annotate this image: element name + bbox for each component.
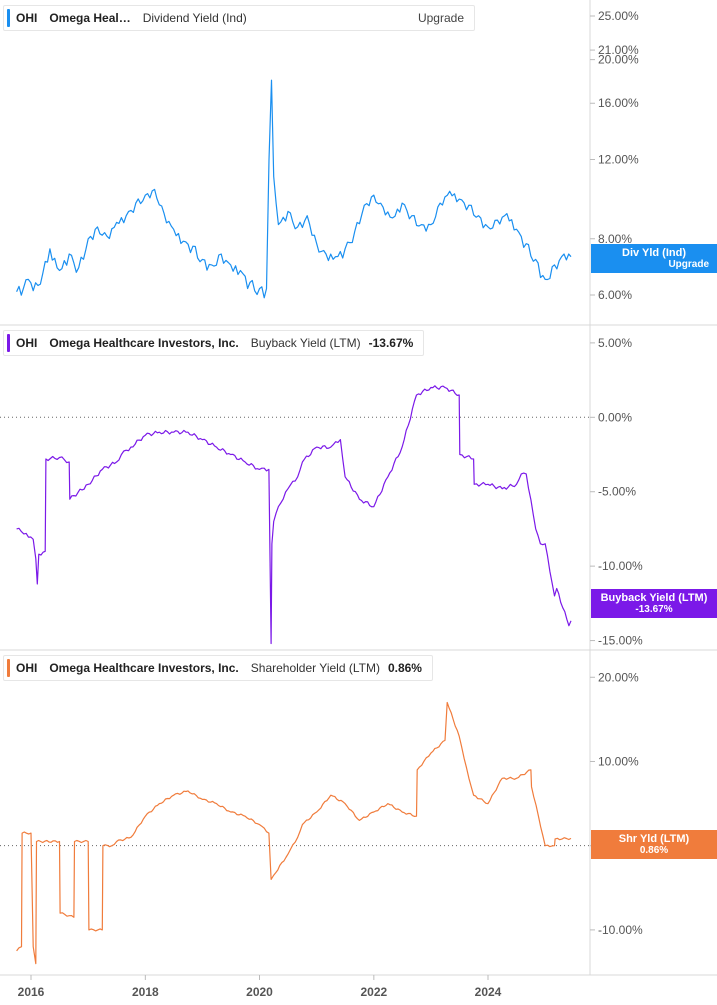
y-tick-label: -15.00% <box>598 634 643 648</box>
legend-metric: Buyback Yield (LTM) <box>250 336 361 350</box>
series-line-shareholder <box>16 701 572 965</box>
legend-metric: Dividend Yield (Ind) <box>142 11 247 25</box>
y-tick-label: 8.00% <box>598 232 632 246</box>
legend-swatch <box>7 334 10 352</box>
y-tick-label: 0.00% <box>598 410 632 424</box>
legend-value: -13.67% <box>368 336 414 350</box>
y-tick-label: -10.00% <box>598 923 643 937</box>
y-tick-label: 12.00% <box>598 152 639 166</box>
legend-ticker: OHI <box>16 661 38 675</box>
y-tick-label: 21.00% <box>598 43 639 57</box>
y-tick-label: -10.00% <box>598 559 643 573</box>
flag-value: 0.86% <box>639 845 669 856</box>
upgrade-link[interactable]: Upgrade <box>417 11 464 25</box>
legend-buyback-yield[interactable]: OHI Omega Healthcare Investors, Inc. Buy… <box>3 330 425 356</box>
x-tick-label: 2016 <box>18 985 45 999</box>
x-tick-label: 2020 <box>246 985 273 999</box>
flag-dividend-yield: Div Yld (Ind) Upgrade <box>591 244 717 273</box>
flag-label: Div Yld (Ind) <box>622 247 686 259</box>
y-tick-label: 20.00% <box>598 670 639 684</box>
y-tick-label: 6.00% <box>598 288 632 302</box>
y-tick-label: -5.00% <box>598 485 636 499</box>
legend-value: 0.86% <box>387 661 422 675</box>
legend-shareholder-yield[interactable]: OHI Omega Healthcare Investors, Inc. Sha… <box>3 655 433 681</box>
y-tick-label: 16.00% <box>598 96 639 110</box>
flag-label: Buyback Yield (LTM) <box>600 592 708 604</box>
flag-buyback-yield: Buyback Yield (LTM) -13.67% <box>591 589 717 618</box>
legend-company: Omega Healthcare Investors, Inc. <box>49 661 239 675</box>
y-tick-label: 5.00% <box>598 336 632 350</box>
legend-swatch <box>7 9 10 27</box>
legend-dividend-yield[interactable]: OHI Omega Heal… Dividend Yield (Ind) Upg… <box>3 5 475 31</box>
series-line-div <box>16 79 572 299</box>
flag-label: Shr Yld (LTM) <box>618 833 690 845</box>
legend-company: Omega Healthcare Investors, Inc. <box>49 336 239 350</box>
legend-metric: Shareholder Yield (LTM) <box>250 661 380 675</box>
x-tick-label: 2022 <box>360 985 387 999</box>
y-tick-label: 20.00% <box>598 53 639 67</box>
flag-value: -13.67% <box>635 604 673 615</box>
flag-shareholder-yield: Shr Yld (LTM) 0.86% <box>591 830 717 859</box>
y-tick-label: 25.00% <box>598 9 639 23</box>
legend-ticker: OHI <box>16 11 38 25</box>
x-tick-label: 2024 <box>475 985 502 999</box>
flag-upgrade[interactable]: Upgrade <box>668 259 709 270</box>
legend-company: Omega Heal… <box>49 11 131 25</box>
legend-swatch <box>7 659 10 677</box>
x-tick-label: 2018 <box>132 985 159 999</box>
series-line-buyback <box>16 385 572 645</box>
y-tick-label: 10.00% <box>598 754 639 768</box>
legend-ticker: OHI <box>16 336 38 350</box>
